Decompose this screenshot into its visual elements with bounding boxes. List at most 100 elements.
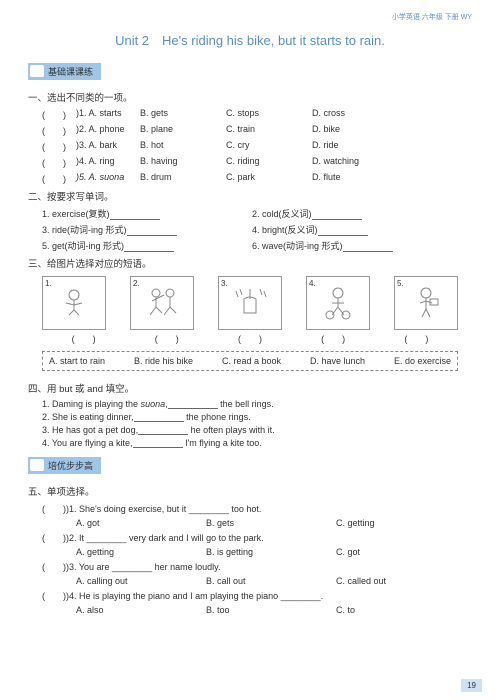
- fill-pre: 1. Daming is playing the: [42, 399, 141, 409]
- fill-post: I'm flying a kite too.: [183, 438, 262, 448]
- mcq5-q: )3. You are ________ her name loudly.: [66, 562, 220, 572]
- paren[interactable]: ( ): [52, 332, 116, 345]
- fill-list: 1. Daming is playing the suona, the bell…: [28, 399, 472, 448]
- picture-5: 5.: [394, 276, 458, 330]
- paren[interactable]: ( ): [42, 591, 66, 601]
- vocab-l: 1. exercise(复数): [42, 209, 110, 219]
- paren[interactable]: ( ): [301, 332, 365, 345]
- opt-d: D. watching: [312, 156, 398, 169]
- paren[interactable]: ( ): [384, 332, 448, 345]
- picture-3: 3.: [218, 276, 282, 330]
- opt-c: C. getting: [336, 518, 466, 528]
- opt-b: B. gets: [140, 108, 226, 121]
- opt-e: E. do exercise: [394, 356, 451, 366]
- vocab-list: 1. exercise(复数) 2. cold(反义词) 3. ride(动词-i…: [28, 207, 472, 252]
- paren[interactable]: ( ): [42, 108, 76, 121]
- opt-d: D. bike: [312, 124, 398, 137]
- blank[interactable]: [133, 439, 183, 448]
- opt-c: C. got: [336, 547, 466, 557]
- section-tag-advanced: 培优步步高: [28, 457, 101, 474]
- opt-a: A. got: [76, 518, 206, 528]
- picture-4: 4.: [306, 276, 370, 330]
- opt-d: D. have lunch: [310, 356, 365, 366]
- paren[interactable]: ( ): [42, 504, 66, 514]
- opt-d: D. ride: [312, 140, 398, 153]
- opt-d: D. cross: [312, 108, 398, 121]
- opt-c: C. read a book: [222, 356, 281, 366]
- paren[interactable]: ( ): [135, 332, 199, 345]
- opt-c: C. riding: [226, 156, 312, 169]
- fill-post: he often plays with it.: [188, 425, 275, 435]
- vocab-l: 5. get(动词-ing 形式): [42, 241, 124, 251]
- blank[interactable]: [124, 242, 174, 252]
- option-box: A. start to rain B. ride his bike C. rea…: [42, 351, 458, 371]
- opt-c: C. to: [336, 605, 466, 615]
- vocab-r: 2. cold(反义词): [252, 209, 312, 219]
- paren-row: ( ) ( ) ( ) ( ) ( ): [42, 332, 458, 345]
- mcq5-q: )4. He is playing the piano and I am pla…: [66, 591, 323, 601]
- blank[interactable]: [318, 226, 368, 236]
- fill-pre: 2. She is eating dinner,: [42, 412, 134, 422]
- vocab-r: 6. wave(动词-ing 形式): [252, 241, 343, 251]
- opt-a: )1. A. starts: [76, 108, 140, 121]
- section-tag-basic: 基础课课练: [28, 63, 101, 80]
- fill-post: the phone rings.: [184, 412, 251, 422]
- opt-b: B. is getting: [206, 547, 336, 557]
- opt-c: C. called out: [336, 576, 466, 586]
- opt-a: )3. A. bark: [76, 140, 140, 153]
- opt-b: B. drum: [140, 172, 226, 185]
- blank[interactable]: [138, 426, 188, 435]
- opt-b: B. hot: [140, 140, 226, 153]
- picture-1: 1.: [42, 276, 106, 330]
- vocab-l: 3. ride(动词-ing 形式): [42, 225, 127, 235]
- page-number: 19: [461, 679, 482, 692]
- opt-b: B. too: [206, 605, 336, 615]
- opt-b: B. having: [140, 156, 226, 169]
- mcq5-q: )2. It ________ very dark and I will go …: [66, 533, 264, 543]
- paren[interactable]: ( ): [42, 140, 76, 153]
- picture-2: 2.: [130, 276, 194, 330]
- opt-b: B. gets: [206, 518, 336, 528]
- series-header: 小学英语 六年级 下册 WY: [28, 12, 472, 22]
- fill-pre: 3. He has got a pet dog,: [42, 425, 138, 435]
- blank[interactable]: [312, 210, 362, 220]
- section5-head: 五、单项选择。: [28, 484, 472, 498]
- opt-a: )4. A. ring: [76, 156, 140, 169]
- opt-a: )2. A. phone: [76, 124, 140, 137]
- fill-post: the bell rings.: [218, 399, 274, 409]
- mcq-list: ( ))1. A. startsB. getsC. stopsD. cross …: [28, 108, 472, 185]
- mcq5-list: ( ))1. She's doing exercise, but it ____…: [28, 502, 472, 615]
- section4-head: 四、用 but 或 and 填空。: [28, 381, 472, 395]
- mcq5-q: )1. She's doing exercise, but it _______…: [66, 504, 261, 514]
- opt-c: C. cry: [226, 140, 312, 153]
- paren[interactable]: ( ): [42, 124, 76, 137]
- paren[interactable]: ( ): [42, 156, 76, 169]
- blank[interactable]: [168, 400, 218, 409]
- opt-a: A. also: [76, 605, 206, 615]
- opt-a: A. getting: [76, 547, 206, 557]
- picture-row: 1. 2. 3. 4. 5.: [42, 276, 458, 330]
- opt-b: B. call out: [206, 576, 336, 586]
- paren[interactable]: ( ): [218, 332, 282, 345]
- blank[interactable]: [343, 242, 393, 252]
- unit-title: Unit 2 He's riding his bike, but it star…: [28, 30, 472, 49]
- opt-a: A. start to rain: [49, 356, 105, 366]
- opt-c: C. park: [226, 172, 312, 185]
- blank[interactable]: [134, 413, 184, 422]
- section1-head: 一、选出不同类的一项。: [28, 90, 472, 104]
- fill-ital: suona: [141, 399, 166, 409]
- paren[interactable]: ( ): [42, 562, 66, 572]
- opt-b: B. plane: [140, 124, 226, 137]
- opt-a: A. calling out: [76, 576, 206, 586]
- opt-c: C. stops: [226, 108, 312, 121]
- blank[interactable]: [110, 210, 160, 220]
- vocab-r: 4. bright(反义词): [252, 225, 318, 235]
- opt-d: D. flute: [312, 172, 398, 185]
- paren[interactable]: ( ): [42, 533, 66, 543]
- blank[interactable]: [127, 226, 177, 236]
- paren[interactable]: ( ): [42, 172, 76, 185]
- section3-head: 三、给图片选择对应的短语。: [28, 256, 472, 270]
- opt-b: B. ride his bike: [134, 356, 193, 366]
- opt-c: C. train: [226, 124, 312, 137]
- fill-pre: 4. You are flying a kite,: [42, 438, 133, 448]
